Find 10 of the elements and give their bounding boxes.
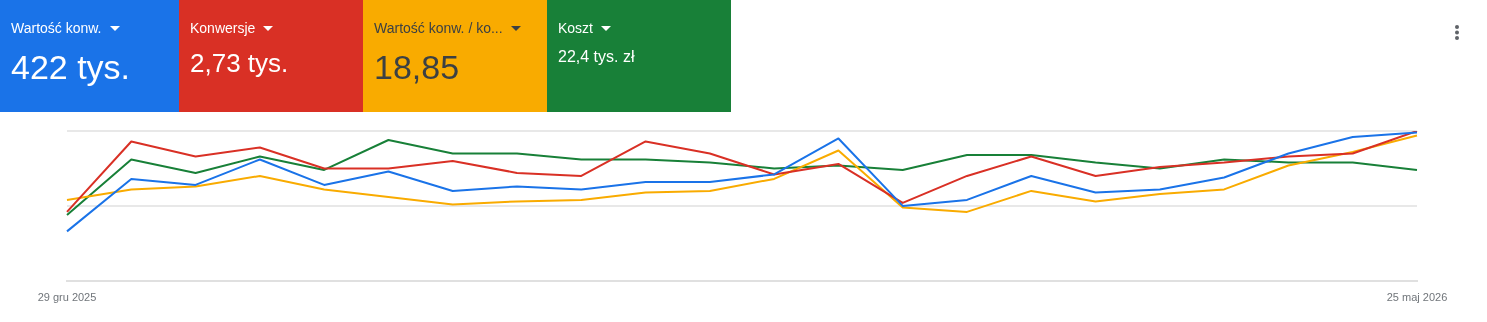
- text: Konwersje: [190, 20, 256, 36]
- text: Wartość konw.: [11, 20, 102, 36]
- x-tick-label: 25 maj 2026: [1386, 291, 1448, 304]
- x-tick-label: 29 gru 2025: [37, 291, 97, 304]
- text: 22,4 tys. zł: [558, 48, 636, 66]
- text: 422 tys.: [11, 48, 132, 87]
- text: 18,85: [374, 48, 461, 87]
- text: Wartość konw. / ko...: [374, 20, 503, 36]
- text: 2,73 tys.: [190, 48, 290, 79]
- text: Koszt: [558, 20, 594, 36]
